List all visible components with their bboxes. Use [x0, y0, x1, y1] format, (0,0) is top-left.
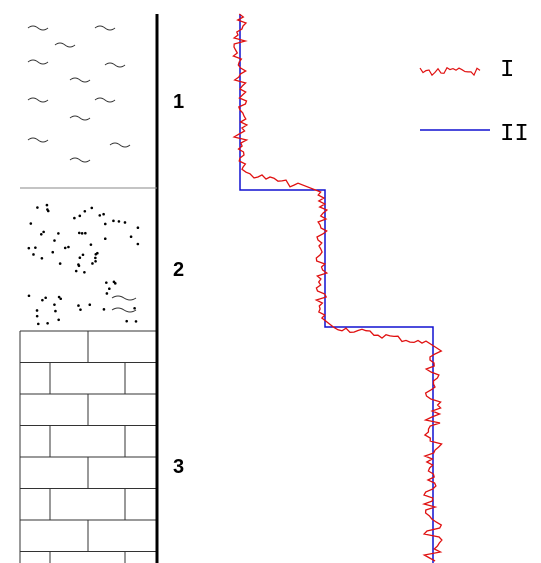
lithology-symbol — [27, 25, 49, 31]
lithology-symbol — [57, 318, 60, 322]
lithology-symbol — [88, 303, 92, 306]
lithology-symbol — [94, 97, 116, 103]
lithology-symbol — [102, 212, 105, 216]
lithology-symbol — [117, 220, 121, 223]
lithology-symbol — [69, 115, 91, 121]
lithology-symbol — [27, 97, 49, 103]
lithology-symbol — [69, 77, 91, 83]
lithology-symbol — [111, 307, 137, 313]
lithology-symbol — [81, 253, 85, 257]
lithology-symbol — [112, 219, 115, 223]
lithology-symbol — [36, 206, 39, 209]
curve-i — [232, 13, 443, 562]
lithology-column — [19, 25, 157, 563]
lithology-symbol — [57, 232, 60, 235]
lithology-symbol — [105, 281, 108, 284]
lithology-symbol — [77, 304, 80, 307]
legend-swatch-i — [419, 66, 481, 77]
lithology-symbol — [54, 42, 76, 48]
lithology-symbol — [133, 306, 136, 310]
lithology-symbol — [67, 245, 70, 249]
lithology-symbol — [109, 142, 131, 148]
lithology-symbol — [54, 309, 57, 313]
lithology-symbol — [96, 251, 99, 255]
legend-label: I — [500, 57, 514, 84]
lithology-symbol — [73, 216, 76, 220]
lithology-symbol — [94, 259, 97, 263]
lithology-symbol — [44, 296, 47, 300]
lithology-symbol — [29, 222, 33, 225]
lithology-symbol — [105, 292, 109, 295]
lithology-symbol — [98, 214, 102, 217]
lithology-symbol — [63, 246, 67, 250]
lithology-symbol — [89, 243, 93, 246]
lithology-symbol — [35, 314, 39, 318]
curve-ii — [239, 14, 434, 563]
lithology-symbol — [57, 295, 61, 299]
lithology-symbol — [136, 242, 140, 246]
lithology-symbol — [102, 308, 106, 311]
lithology-symbol — [77, 231, 81, 235]
lithology-symbol — [91, 262, 94, 265]
lithology-symbol — [45, 203, 49, 207]
lithology-symbol — [112, 280, 116, 284]
lithology-symbol — [53, 239, 56, 242]
lithology-symbol — [42, 230, 45, 234]
lithology-symbol — [78, 214, 82, 218]
lithology-symbol — [46, 321, 49, 325]
lithology-symbol — [27, 246, 31, 250]
lithology-symbol — [78, 256, 82, 260]
lithology-symbol — [83, 270, 86, 274]
lithology-symbol — [34, 246, 37, 249]
lithology-symbol — [51, 250, 55, 254]
lithology-symbol — [58, 262, 62, 265]
lithology-symbol — [27, 59, 49, 65]
lithology-symbol — [74, 269, 78, 273]
lithology-symbol — [129, 235, 133, 239]
lithology-symbol — [41, 298, 44, 302]
lithology-symbol — [125, 319, 129, 323]
layer-label: 3 — [173, 456, 184, 478]
lithology-symbol — [27, 294, 31, 298]
lithology-symbol — [136, 226, 140, 229]
lithology-symbol — [111, 295, 137, 301]
lithology-symbol — [134, 320, 138, 323]
lithology-symbol — [108, 287, 111, 291]
lithology-symbol — [94, 256, 97, 260]
lithology-symbol — [103, 222, 107, 226]
lithology-symbol — [27, 137, 49, 143]
lithology-symbol — [40, 257, 44, 260]
lithology-symbol — [123, 221, 127, 224]
lithology-symbol — [69, 157, 91, 163]
lithology-symbol — [79, 308, 82, 311]
lithology-symbol — [36, 322, 40, 326]
lithology-symbol — [32, 253, 35, 256]
lithology-symbol — [84, 231, 87, 235]
lithology-symbol — [103, 237, 107, 240]
lithology-symbol — [104, 62, 126, 68]
lithology-symbol — [46, 208, 49, 211]
lithology-symbol — [90, 206, 94, 210]
lithology-symbol — [77, 263, 80, 266]
lithology-symbol — [94, 25, 116, 31]
lithology-symbol — [39, 232, 43, 236]
layer-label: 2 — [173, 259, 184, 281]
lithology-symbol — [35, 309, 39, 312]
lithology-symbol — [80, 232, 84, 235]
lithology-symbol — [83, 209, 87, 213]
layer-label: 1 — [173, 91, 184, 113]
legend-label: II — [500, 121, 529, 148]
lithology-symbol — [53, 303, 56, 306]
lithology-symbol — [59, 297, 63, 301]
